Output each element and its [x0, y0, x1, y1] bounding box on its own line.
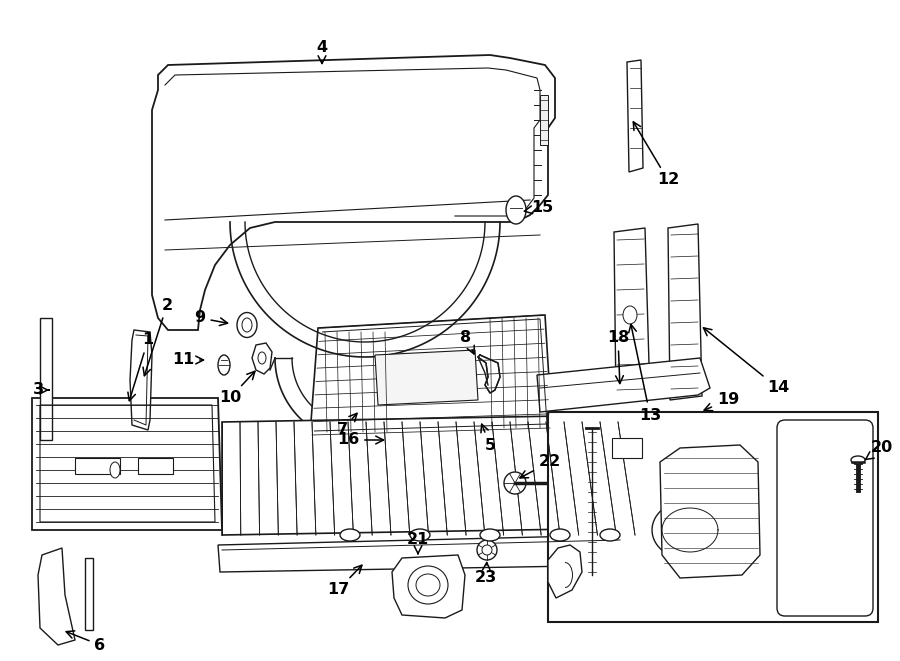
Text: 16: 16 [337, 432, 383, 447]
Ellipse shape [600, 529, 620, 541]
Text: 7: 7 [337, 413, 357, 438]
Bar [40, 318, 52, 440]
Ellipse shape [340, 529, 360, 541]
Text: 23: 23 [475, 563, 497, 586]
Text: 19: 19 [704, 393, 739, 410]
Ellipse shape [258, 352, 266, 364]
Bar [138, 458, 173, 474]
Ellipse shape [218, 355, 230, 375]
Ellipse shape [506, 196, 526, 224]
Polygon shape [627, 60, 643, 172]
Ellipse shape [242, 318, 252, 332]
Polygon shape [222, 415, 635, 535]
Text: 5: 5 [481, 424, 496, 453]
Text: 13: 13 [629, 325, 661, 422]
Polygon shape [652, 500, 728, 560]
Text: 22: 22 [520, 455, 561, 478]
Polygon shape [130, 330, 152, 430]
Text: 17: 17 [327, 565, 362, 598]
Bar [85, 558, 93, 630]
Text: 9: 9 [194, 311, 228, 326]
Polygon shape [392, 555, 465, 618]
Ellipse shape [851, 456, 865, 464]
Polygon shape [218, 535, 635, 572]
Text: 21: 21 [407, 533, 429, 554]
Text: 8: 8 [461, 329, 474, 354]
Ellipse shape [416, 574, 440, 596]
Text: 20: 20 [866, 440, 893, 459]
Ellipse shape [623, 306, 637, 324]
Text: 12: 12 [634, 122, 680, 188]
Ellipse shape [237, 313, 257, 338]
Ellipse shape [504, 472, 526, 494]
Text: 11: 11 [172, 352, 203, 368]
Text: 18: 18 [607, 330, 629, 383]
Polygon shape [275, 358, 445, 443]
Polygon shape [38, 548, 75, 645]
Polygon shape [540, 95, 548, 145]
Text: 4: 4 [317, 40, 328, 63]
Text: 1: 1 [128, 332, 154, 401]
Ellipse shape [480, 529, 500, 541]
Polygon shape [32, 398, 222, 530]
Text: 14: 14 [704, 328, 789, 395]
Ellipse shape [482, 545, 492, 555]
Polygon shape [310, 315, 552, 435]
Polygon shape [537, 358, 710, 412]
Ellipse shape [408, 566, 448, 604]
Polygon shape [152, 55, 555, 330]
Text: 15: 15 [525, 200, 554, 215]
Text: 10: 10 [219, 371, 255, 405]
Polygon shape [668, 224, 702, 400]
Ellipse shape [410, 529, 430, 541]
Polygon shape [660, 445, 760, 578]
Polygon shape [252, 343, 272, 374]
Polygon shape [614, 228, 650, 402]
Ellipse shape [550, 529, 570, 541]
Text: 3: 3 [32, 383, 50, 397]
Text: 2: 2 [143, 297, 173, 375]
Ellipse shape [477, 540, 497, 560]
Bar [612, 438, 642, 458]
Polygon shape [478, 355, 500, 393]
Bar [548, 412, 878, 622]
Polygon shape [375, 350, 478, 405]
FancyBboxPatch shape [777, 420, 873, 616]
Polygon shape [548, 545, 582, 598]
Text: 6: 6 [67, 631, 105, 652]
Ellipse shape [110, 462, 120, 478]
Bar [75, 458, 120, 474]
